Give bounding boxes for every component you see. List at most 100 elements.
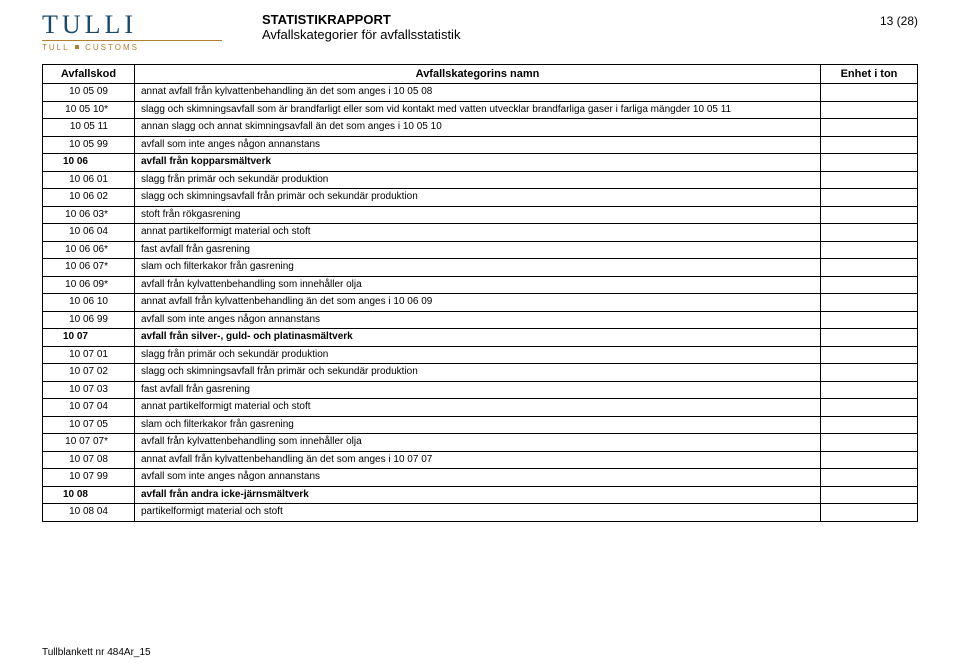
table-row: 10 05 10*slagg och skimningsavfall som ä… [43,101,917,119]
cell-name: avfall från kylvattenbehandling som inne… [135,434,821,451]
table-row: 10 06 02slagg och skimningsavfall från p… [43,188,917,206]
logo-sub-left: TULL [42,43,70,52]
cell-unit [821,312,917,329]
col-header-name: Avfallskategorins namn [135,65,821,83]
table-row: 10 07 99avfall som inte anges någon anna… [43,468,917,486]
logo-dot-icon [75,45,79,49]
cell-code: 10 06 02 [43,189,135,206]
cell-name: avfall från kylvattenbehandling som inne… [135,277,821,294]
cell-unit [821,294,917,311]
table-row: 10 07 08annat avfall från kylvattenbehan… [43,451,917,469]
col-header-code: Avfallskod [43,65,135,83]
cell-name: annan slagg och annat skimningsavfall än… [135,119,821,136]
cell-name: slagg från primär och sekundär produktio… [135,347,821,364]
cell-code: 10 07 01 [43,347,135,364]
cell-unit [821,487,917,504]
cell-name: partikelformigt material och stoft [135,504,821,521]
cell-unit [821,207,917,224]
cell-code: 10 06 04 [43,224,135,241]
cell-code: 10 08 04 [43,504,135,521]
table-row: 10 06 99avfall som inte anges någon anna… [43,311,917,329]
table-row: 10 06 01slagg från primär och sekundär p… [43,171,917,189]
cell-name: avfall som inte anges någon annanstans [135,312,821,329]
cell-name: annat partikelformigt material och stoft [135,224,821,241]
cell-unit [821,137,917,154]
cell-name: slagg och skimningsavfall från primär oc… [135,189,821,206]
cell-name: annat avfall från kylvattenbehandling än… [135,294,821,311]
logo: TULLI TULL CUSTOMS [42,12,222,53]
cell-unit [821,452,917,469]
cell-unit [821,119,917,136]
table-row: 10 07 04annat partikelformigt material o… [43,398,917,416]
col-header-unit: Enhet i ton [821,65,917,83]
table-row: 10 07 03fast avfall från gasrening [43,381,917,399]
logo-subtitle: TULL CUSTOMS [42,40,222,53]
logo-sub-right: CUSTOMS [85,43,139,52]
cell-code: 10 05 10* [43,102,135,119]
cell-name: fast avfall från gasrening [135,382,821,399]
table-header-row: Avfallskod Avfallskategorins namn Enhet … [43,65,917,83]
cell-name: avfall från silver-, guld- och platinasm… [135,329,821,346]
cell-name: avfall från andra icke-järnsmältverk [135,487,821,504]
cell-name: avfall som inte anges någon annanstans [135,469,821,486]
cell-name: avfall som inte anges någon annanstans [135,137,821,154]
cell-name: annat avfall från kylvattenbehandling än… [135,84,821,101]
table-row: 10 08avfall från andra icke-järnsmältver… [43,486,917,504]
form-number: Tullblankett nr 484Ar_15 [42,647,151,658]
waste-table: Avfallskod Avfallskategorins namn Enhet … [42,64,918,522]
cell-unit [821,347,917,364]
cell-code: 10 05 09 [43,84,135,101]
table-row: 10 06 07*slam och filterkakor från gasre… [43,258,917,276]
cell-code: 10 07 07* [43,434,135,451]
cell-name: avfall från kopparsmältverk [135,154,821,171]
cell-unit [821,224,917,241]
cell-unit [821,84,917,101]
cell-unit [821,154,917,171]
page: TULLI TULL CUSTOMS STATISTIKRAPPORT Avfa… [0,0,960,666]
table-row: 10 06 04annat partikelformigt material o… [43,223,917,241]
cell-name: slagg och skimningsavfall som är brandfa… [135,102,821,119]
cell-code: 10 05 99 [43,137,135,154]
cell-unit [821,399,917,416]
cell-code: 10 06 03* [43,207,135,224]
cell-unit [821,172,917,189]
cell-unit [821,259,917,276]
cell-unit [821,469,917,486]
cell-code: 10 06 01 [43,172,135,189]
cell-unit [821,277,917,294]
cell-code: 10 07 05 [43,417,135,434]
cell-name: slam och filterkakor från gasrening [135,259,821,276]
table-row: 10 07avfall från silver-, guld- och plat… [43,328,917,346]
cell-code: 10 07 02 [43,364,135,381]
table-row: 10 07 05slam och filterkakor från gasren… [43,416,917,434]
cell-unit [821,417,917,434]
cell-code: 10 07 03 [43,382,135,399]
header: TULLI TULL CUSTOMS STATISTIKRAPPORT Avfa… [42,12,918,58]
cell-unit [821,434,917,451]
cell-code: 10 07 [43,329,135,346]
table-row: 10 05 99avfall som inte anges någon anna… [43,136,917,154]
cell-code: 10 06 99 [43,312,135,329]
cell-unit [821,504,917,521]
cell-name: annat avfall från kylvattenbehandling än… [135,452,821,469]
cell-code: 10 06 [43,154,135,171]
cell-code: 10 07 99 [43,469,135,486]
cell-unit [821,189,917,206]
table-row: 10 07 07*avfall från kylvattenbehandling… [43,433,917,451]
table-row: 10 06 06*fast avfall från gasrening [43,241,917,259]
table-row: 10 08 04partikelformigt material och sto… [43,503,917,521]
cell-unit [821,329,917,346]
table-row: 10 05 11annan slagg och annat skimningsa… [43,118,917,136]
cell-name: fast avfall från gasrening [135,242,821,259]
cell-code: 10 06 09* [43,277,135,294]
table-row: 10 07 02slagg och skimningsavfall från p… [43,363,917,381]
cell-code: 10 06 10 [43,294,135,311]
cell-name: annat partikelformigt material och stoft [135,399,821,416]
title-block: STATISTIKRAPPORT Avfallskategorier för a… [222,12,838,42]
cell-unit [821,382,917,399]
table-row: 10 06 10annat avfall från kylvattenbehan… [43,293,917,311]
table-body: 10 05 09annat avfall från kylvattenbehan… [43,83,917,521]
table-row: 10 06 03*stoft från rökgasrening [43,206,917,224]
cell-code: 10 07 04 [43,399,135,416]
cell-unit [821,242,917,259]
